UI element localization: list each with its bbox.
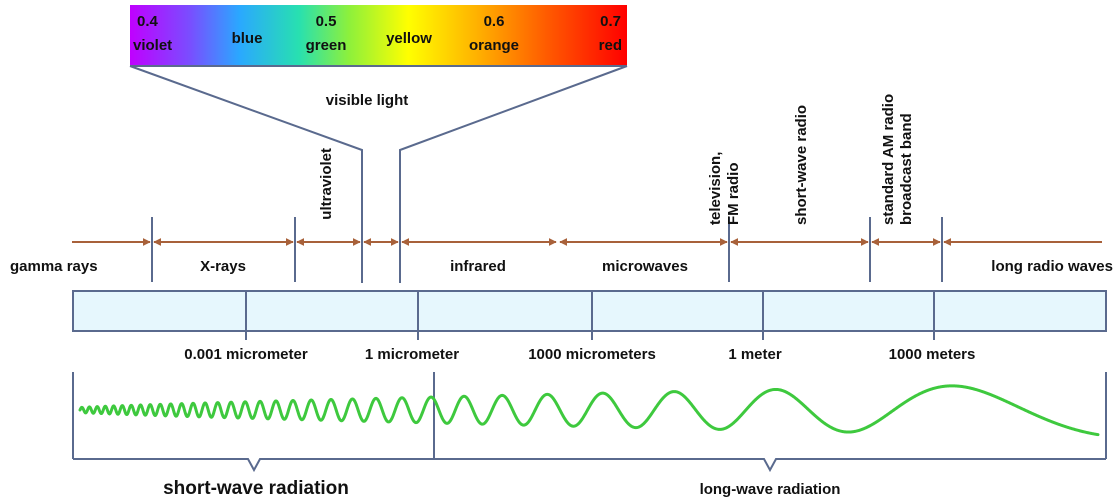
bracket-short-wave xyxy=(73,458,434,473)
visible-tick-name-1: violet xyxy=(133,37,172,54)
visible-tick-value-1: 0.4 xyxy=(137,13,159,30)
band-label-gamma: gamma rays xyxy=(10,258,98,275)
radiation-bracket xyxy=(72,372,1107,473)
band-label-infrared: infrared xyxy=(450,258,506,275)
scale-label-2: 1 micrometer xyxy=(365,346,459,363)
bracket-long-wave xyxy=(434,458,1106,473)
zoom-line-right xyxy=(399,65,628,283)
band-labels: gamma rays X-rays ultraviolet infrared m… xyxy=(10,94,1113,275)
long-wave-radiation-label: long-wave radiation xyxy=(700,481,841,498)
visible-between-1: blue xyxy=(232,30,263,47)
band-label-ultraviolet: ultraviolet xyxy=(318,148,335,220)
visible-tick-name-2: green xyxy=(306,37,347,54)
visible-tick-value-3: 0.6 xyxy=(484,13,505,30)
visible-tick-value-2: 0.5 xyxy=(316,13,337,30)
scale-label-4: 1 meter xyxy=(728,346,782,363)
scale-label-1: 0.001 micrometer xyxy=(184,346,308,363)
visible-tick-name-4: red xyxy=(599,37,622,54)
band-label-shortwave: short-wave radio xyxy=(793,105,810,225)
band-label-microwaves: microwaves xyxy=(602,258,688,275)
wavelength-scale: 0.001 micrometer 1 micrometer 1000 micro… xyxy=(72,290,1107,363)
band-label-am-line-2: broadcast band xyxy=(898,113,915,225)
band-boundaries xyxy=(151,217,943,282)
visible-zoom-lines xyxy=(129,65,628,283)
band-label-tv-line-1: television, xyxy=(707,152,724,225)
visible-spectrum-bar xyxy=(130,5,627,66)
zoom-line-left xyxy=(129,65,363,283)
visible-tick-value-4: 0.7 xyxy=(600,13,621,30)
visible-spectrum: 0.4 violet blue 0.5 green yellow 0.6 ora… xyxy=(130,5,627,67)
band-label-am: standard AM radio broadcast band xyxy=(880,94,915,225)
visible-between-2: yellow xyxy=(386,30,432,47)
band-label-tv-line-2: FM radio xyxy=(725,163,742,226)
band-label-longradio: long radio waves xyxy=(991,258,1113,275)
scale-bar xyxy=(72,290,1107,332)
band-label-am-line-1: standard AM radio xyxy=(880,94,897,225)
scale-label-5: 1000 meters xyxy=(889,346,976,363)
visible-light-label: visible light xyxy=(326,92,409,109)
scale-label-3: 1000 micrometers xyxy=(528,346,656,363)
band-label-tv: television, FM radio xyxy=(707,152,742,225)
band-label-xrays: X-rays xyxy=(200,258,246,275)
wavelength-wave xyxy=(78,384,1100,437)
short-wave-radiation-label: short-wave radiation xyxy=(163,478,349,499)
visible-tick-name-3: orange xyxy=(469,37,519,54)
